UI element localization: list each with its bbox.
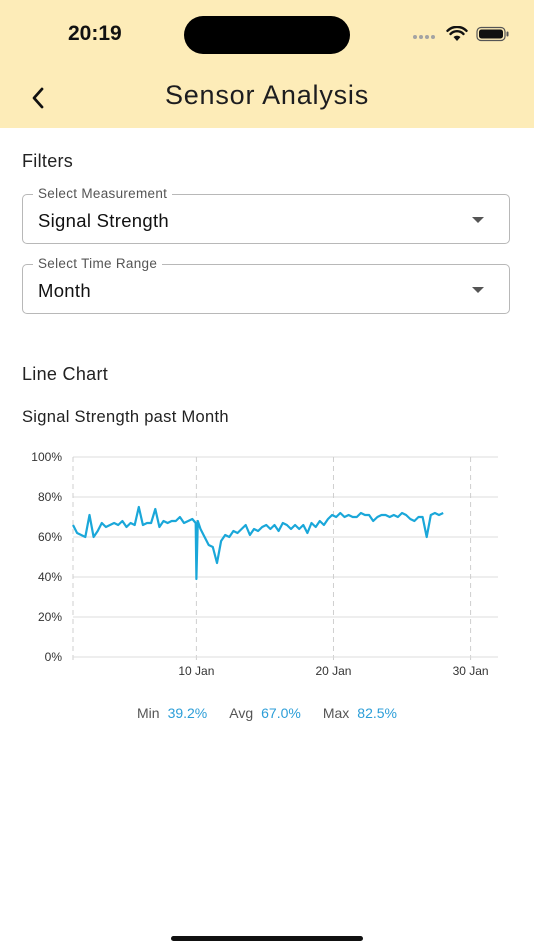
- y-tick-label: 80%: [38, 490, 62, 504]
- line-chart-label: Line Chart: [22, 364, 109, 384]
- wifi-icon: [446, 25, 468, 47]
- x-tick-label: 30 Jan: [453, 664, 489, 678]
- y-tick-label: 0%: [45, 650, 63, 664]
- y-tick-label: 40%: [38, 570, 62, 584]
- measurement-select-value: Signal Strength: [38, 210, 170, 231]
- time-range-select[interactable]: Select Time Range Month: [22, 256, 510, 314]
- y-tick-label: 20%: [38, 610, 62, 624]
- x-tick-label: 10 Jan: [178, 664, 214, 678]
- stat-min-value: 39.2%: [167, 705, 208, 721]
- page-title: Sensor Analysis: [164, 80, 370, 110]
- battery-icon: [476, 26, 510, 47]
- chart-title: Signal Strength past Month: [22, 408, 229, 426]
- filters-label: Filters: [22, 151, 74, 171]
- signal-strength-chart: 100% 80% 60% 40% 20% 0% 10 Jan 20 Jan 30 Jan: [31, 450, 498, 678]
- dropdown-arrow-icon: [472, 217, 484, 223]
- stat-min-label: Min: [137, 705, 160, 721]
- signal-icon: [412, 28, 438, 46]
- time-range-select-value: Month: [38, 280, 91, 301]
- stat-avg-label: Avg: [229, 705, 254, 721]
- home-indicator: [171, 936, 363, 941]
- time-range-select-legend: Select Time Range: [33, 256, 163, 271]
- app-header: 20:19 Sensor Analysis: [0, 0, 534, 128]
- measurement-select-legend: Select Measurement: [33, 186, 173, 201]
- stat-max-value: 82.5%: [357, 705, 397, 721]
- stat-avg: Avg 67.0%: [229, 705, 301, 721]
- back-button[interactable]: [22, 80, 54, 116]
- dynamic-island: [184, 16, 350, 54]
- stats-summary: Min 39.2% Avg 67.0% Max 82.5%: [0, 705, 534, 721]
- y-tick-label: 100%: [31, 450, 62, 464]
- dropdown-arrow-icon: [472, 287, 484, 293]
- stat-max: Max 82.5%: [323, 705, 397, 721]
- stat-avg-value: 67.0%: [261, 705, 301, 721]
- chevron-left-icon: [32, 87, 44, 109]
- series-line: [72, 505, 444, 581]
- stat-max-label: Max: [322, 705, 350, 721]
- status-icons: [412, 25, 510, 47]
- y-tick-label: 60%: [38, 530, 62, 544]
- x-tick-label: 20 Jan: [315, 664, 351, 678]
- status-time: 20:19: [68, 22, 122, 45]
- stat-min: Min 39.2%: [137, 705, 207, 721]
- measurement-select[interactable]: Select Measurement Signal Strength: [22, 186, 510, 244]
